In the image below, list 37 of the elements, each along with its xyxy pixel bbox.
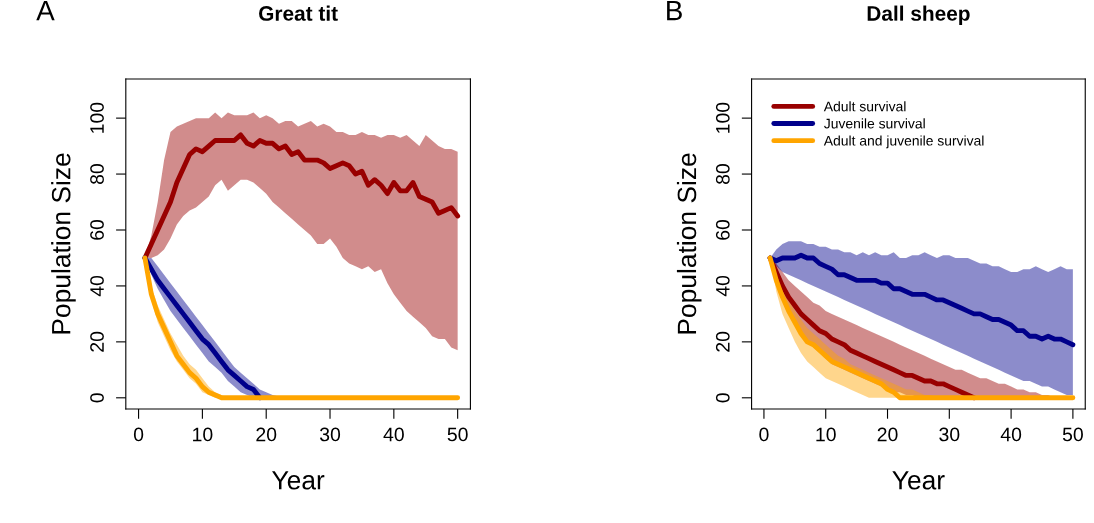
y-tick-label: 100 <box>715 102 730 133</box>
y-tick-label: 60 <box>715 219 730 240</box>
y-tick-label: 40 <box>715 275 730 297</box>
legend-label: Juvenile survival <box>824 118 925 129</box>
y-tick-label: 80 <box>715 164 730 185</box>
y-tick-label: 20 <box>715 331 730 352</box>
x-tick-label: 10 <box>193 427 213 442</box>
y-tick-label: 80 <box>90 164 104 185</box>
y-tick-label: 0 <box>715 393 730 403</box>
x-tick-label: 30 <box>319 427 341 442</box>
y-tick-label: 40 <box>90 275 104 297</box>
y-axis-title: Population Size <box>676 153 702 334</box>
x-axis-title: Year <box>272 471 325 490</box>
legend-label: Adult and juvenile survival <box>823 135 984 149</box>
legend-label: Adult survival <box>823 101 906 112</box>
x-tick-label: 40 <box>1000 427 1022 442</box>
y-tick-label: 20 <box>90 331 104 352</box>
line-series <box>142 255 461 401</box>
chart-title: Great tit <box>259 5 338 21</box>
text: B <box>667 1 682 21</box>
y-tick-label: 0 <box>90 393 104 403</box>
x-tick-label: 20 <box>877 427 898 442</box>
x-tick-label: 50 <box>1062 427 1083 442</box>
x-tick-label: 10 <box>816 427 836 442</box>
chart-title: Dall sheep <box>867 5 970 25</box>
y-tick-label: 100 <box>90 102 104 133</box>
x-tick-label: 30 <box>939 427 960 442</box>
y-axis-title: Population Size <box>51 153 76 334</box>
x-tick-label: 0 <box>133 427 144 442</box>
line-series <box>142 132 461 261</box>
x-tick-label: 40 <box>383 427 404 442</box>
text: A <box>36 1 55 21</box>
y-tick-label: 60 <box>90 219 104 240</box>
x-tick-label: 50 <box>447 427 468 442</box>
x-axis-title: Year <box>892 471 945 490</box>
x-tick-label: 0 <box>759 427 769 442</box>
x-tick-label: 20 <box>256 427 277 442</box>
